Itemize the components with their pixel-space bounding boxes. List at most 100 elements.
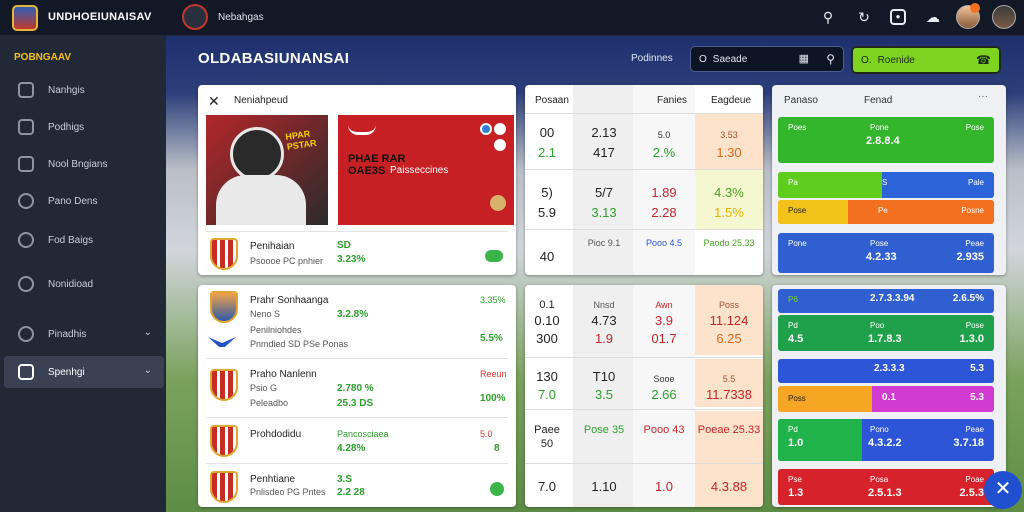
sidebar-item-0[interactable]: Nanhgis xyxy=(4,74,164,106)
column-header[interactable]: Fenad xyxy=(864,95,893,106)
odds-cell[interactable]: 2.28 xyxy=(651,205,677,220)
match-name[interactable]: Penhtiane xyxy=(250,474,296,485)
list-icon xyxy=(18,119,34,135)
odds-cell[interactable]: 11.7338 xyxy=(705,387,753,402)
check-icon[interactable] xyxy=(485,250,503,262)
odds-cell[interactable]: 6.25 xyxy=(716,331,742,346)
search-input[interactable]: O Saeade ▦ ⚲ xyxy=(690,46,844,72)
odds-cell[interactable]: Poss xyxy=(718,300,739,310)
sidebar-item-3[interactable]: Pano Dens xyxy=(4,185,164,217)
odds-cell[interactable]: 5/7 xyxy=(594,185,614,200)
odds-cell[interactable]: 11.124 xyxy=(709,313,749,328)
sidebar-item-7[interactable]: Spenhgi ⌄ xyxy=(4,356,164,388)
match-sub: Neno S xyxy=(250,309,281,319)
odds-cell[interactable]: 5.9 xyxy=(537,205,557,220)
column-header[interactable]: Eagdeue xyxy=(711,95,752,106)
odds-cell[interactable]: 01.7 xyxy=(651,331,677,346)
sidebar-item-4[interactable]: Fod Baigs xyxy=(4,224,164,256)
odds-cell[interactable]: 417 xyxy=(593,145,615,160)
stat-bar[interactable]: Pse Posa Poae 1.3 2.5.1.3 2.5.3 xyxy=(778,469,994,505)
odds-cell[interactable]: 2.% xyxy=(652,145,676,160)
search-icon[interactable]: ⚲ xyxy=(826,52,835,66)
tab-icon[interactable] xyxy=(182,4,208,30)
more-icon[interactable]: ··· xyxy=(978,91,988,102)
odds-cell[interactable]: 2.1 xyxy=(537,145,557,160)
stat-bar[interactable]: P6 2.7.3.3.94 2.6.5% xyxy=(778,289,994,313)
column-header[interactable]: Fanies xyxy=(657,95,688,106)
user-avatar[interactable] xyxy=(992,5,1016,29)
odds-cell[interactable]: 1.10 xyxy=(591,479,617,494)
odds-cell[interactable]: Pioc 9.1 xyxy=(587,238,621,248)
odds-cell[interactable]: Paee 50 xyxy=(534,424,560,450)
match-name[interactable]: Prohdodidu xyxy=(250,429,302,440)
odds-cell[interactable]: 0.1 xyxy=(539,299,555,311)
odds-cell[interactable]: 4.3.88 xyxy=(710,479,748,494)
chevron-down-icon[interactable]: ⌄ xyxy=(143,365,152,376)
phone-icon[interactable]: ☎ xyxy=(976,53,991,67)
odds-cell[interactable]: 1.9 xyxy=(594,331,614,346)
floating-action-button[interactable]: ✕ xyxy=(984,471,1022,509)
chevron-down-icon[interactable]: ⌄ xyxy=(143,327,152,338)
search-icon[interactable]: ⚲ xyxy=(822,9,834,25)
stat-bar[interactable]: Pd Poo Pose 4.5 1.7.8.3 1.3.0 xyxy=(778,315,994,351)
odds-cell[interactable]: Nnsd xyxy=(593,300,615,310)
odds-cell[interactable]: T10 xyxy=(592,369,616,384)
camera-icon[interactable]: ● xyxy=(890,9,906,25)
sidebar-item-6[interactable]: Pinadhis ⌄ xyxy=(4,318,164,350)
odds-cell[interactable]: 4.73 xyxy=(591,313,617,328)
odds-cell[interactable]: 7.0 xyxy=(537,479,557,494)
player-banner[interactable]: HPAR PSTAR xyxy=(206,115,328,225)
team-crest-icon xyxy=(210,471,238,503)
check-icon[interactable] xyxy=(490,482,504,496)
odds-cell[interactable]: 2.13 xyxy=(591,125,617,140)
odds-cell[interactable]: 1.89 xyxy=(651,185,677,200)
odds-cell[interactable]: 1.30 xyxy=(716,145,742,160)
stat-bar[interactable]: Pose Pe Posne xyxy=(778,200,994,224)
odds-cell[interactable]: 3.5 xyxy=(594,387,614,402)
odds-cell[interactable]: Sooe xyxy=(653,374,675,384)
odds-cell[interactable]: 5) xyxy=(541,185,553,200)
odds-cell[interactable]: 2.66 xyxy=(651,387,677,402)
odds-cell[interactable]: Awn xyxy=(655,300,673,310)
odds-cell[interactable]: Pooo 4.5 xyxy=(645,238,683,248)
sidebar-item-5[interactable]: Nonidioad xyxy=(4,268,164,300)
odds-cell[interactable]: 130 xyxy=(536,369,558,384)
stat-bar[interactable]: Pa S Pale xyxy=(778,172,994,198)
refresh-icon[interactable]: ↻ xyxy=(858,9,870,25)
app-logo[interactable] xyxy=(12,5,38,31)
filter-icon[interactable]: ▦ xyxy=(798,53,809,65)
match-name[interactable]: Praho Nanlenn xyxy=(250,369,317,380)
odds-cell[interactable]: 5.5 xyxy=(722,374,736,384)
column-header[interactable]: Panaso xyxy=(784,95,818,106)
odds-cell[interactable]: Pose 35 xyxy=(583,424,625,436)
stat-bar[interactable]: Poss 0.1 5.3 xyxy=(778,386,994,412)
stat-bar[interactable]: Poes Pone Pose 2.8.8.4 xyxy=(778,117,994,163)
odds-cell[interactable]: 00 xyxy=(539,125,555,140)
odds-cell[interactable]: 7.0 xyxy=(537,387,557,402)
odds-cell[interactable]: 40 xyxy=(539,249,555,264)
tab-title[interactable]: Nebahgas xyxy=(218,12,264,23)
odds-cell[interactable]: 3.9 xyxy=(654,313,674,328)
odds-cell[interactable]: Poeae 25.33 xyxy=(697,424,761,436)
close-icon[interactable]: ✕ xyxy=(208,93,220,109)
column-header[interactable]: Posaan xyxy=(535,95,569,106)
odds-cell[interactable]: 1.0 xyxy=(654,479,674,494)
sidebar-item-2[interactable]: Nool Bngians xyxy=(4,148,164,180)
odds-cell[interactable]: 1.5% xyxy=(714,205,744,220)
stat-bar[interactable]: Pd Pono Peae 1.0 4.3.2.2 3.7.18 xyxy=(778,419,994,461)
green-search-input[interactable]: O. Roenide ☎ xyxy=(851,46,1001,74)
odds-cell[interactable]: Pooo 43 xyxy=(643,424,685,436)
odds-cell[interactable]: 0.10 xyxy=(534,313,560,328)
odds-cell[interactable]: Paodo 25.33 xyxy=(703,238,755,248)
odds-cell[interactable]: 3.13 xyxy=(591,205,617,220)
cloud-icon[interactable]: ☁ xyxy=(926,9,940,25)
sidebar-item-1[interactable]: Podhigs xyxy=(4,111,164,143)
odds-cell[interactable]: 4.3% xyxy=(714,185,744,200)
stat-bar[interactable]: 2.3.3.3 5.3 xyxy=(778,359,994,383)
odds-cell[interactable]: 5.0 xyxy=(657,130,671,140)
match-name[interactable]: Prahr Sonhaanga xyxy=(250,295,329,306)
odds-cell[interactable]: 300 xyxy=(536,331,558,346)
stat-bar[interactable]: Pone Pose Peae 4.2.33 2.935 xyxy=(778,233,994,273)
ad-banner[interactable]: PHAE RAR OAE3S Paisseccines xyxy=(338,115,514,225)
odds-cell[interactable]: 3.53 xyxy=(720,130,738,140)
